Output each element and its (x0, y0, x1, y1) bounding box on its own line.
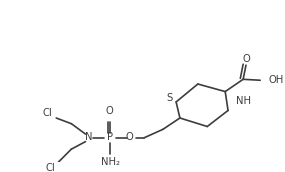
Text: S: S (166, 93, 173, 103)
Text: NH: NH (236, 96, 251, 106)
Text: O: O (105, 106, 113, 116)
Text: Cl: Cl (43, 108, 53, 118)
Text: P: P (107, 132, 113, 142)
Text: O: O (242, 55, 250, 64)
Text: OH: OH (269, 75, 284, 85)
Text: Cl: Cl (46, 163, 56, 172)
Text: O: O (126, 132, 134, 142)
Text: NH₂: NH₂ (101, 157, 119, 167)
Text: N: N (85, 132, 92, 142)
